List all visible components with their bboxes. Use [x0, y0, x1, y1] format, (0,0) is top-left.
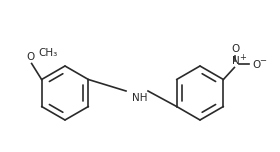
Text: O: O — [231, 45, 239, 55]
Text: O: O — [252, 59, 261, 69]
Text: NH: NH — [132, 93, 148, 103]
Text: CH₃: CH₃ — [39, 48, 58, 59]
Text: N: N — [232, 57, 239, 67]
Text: +: + — [239, 54, 246, 62]
Text: −: − — [259, 56, 266, 65]
Text: O: O — [27, 52, 35, 62]
